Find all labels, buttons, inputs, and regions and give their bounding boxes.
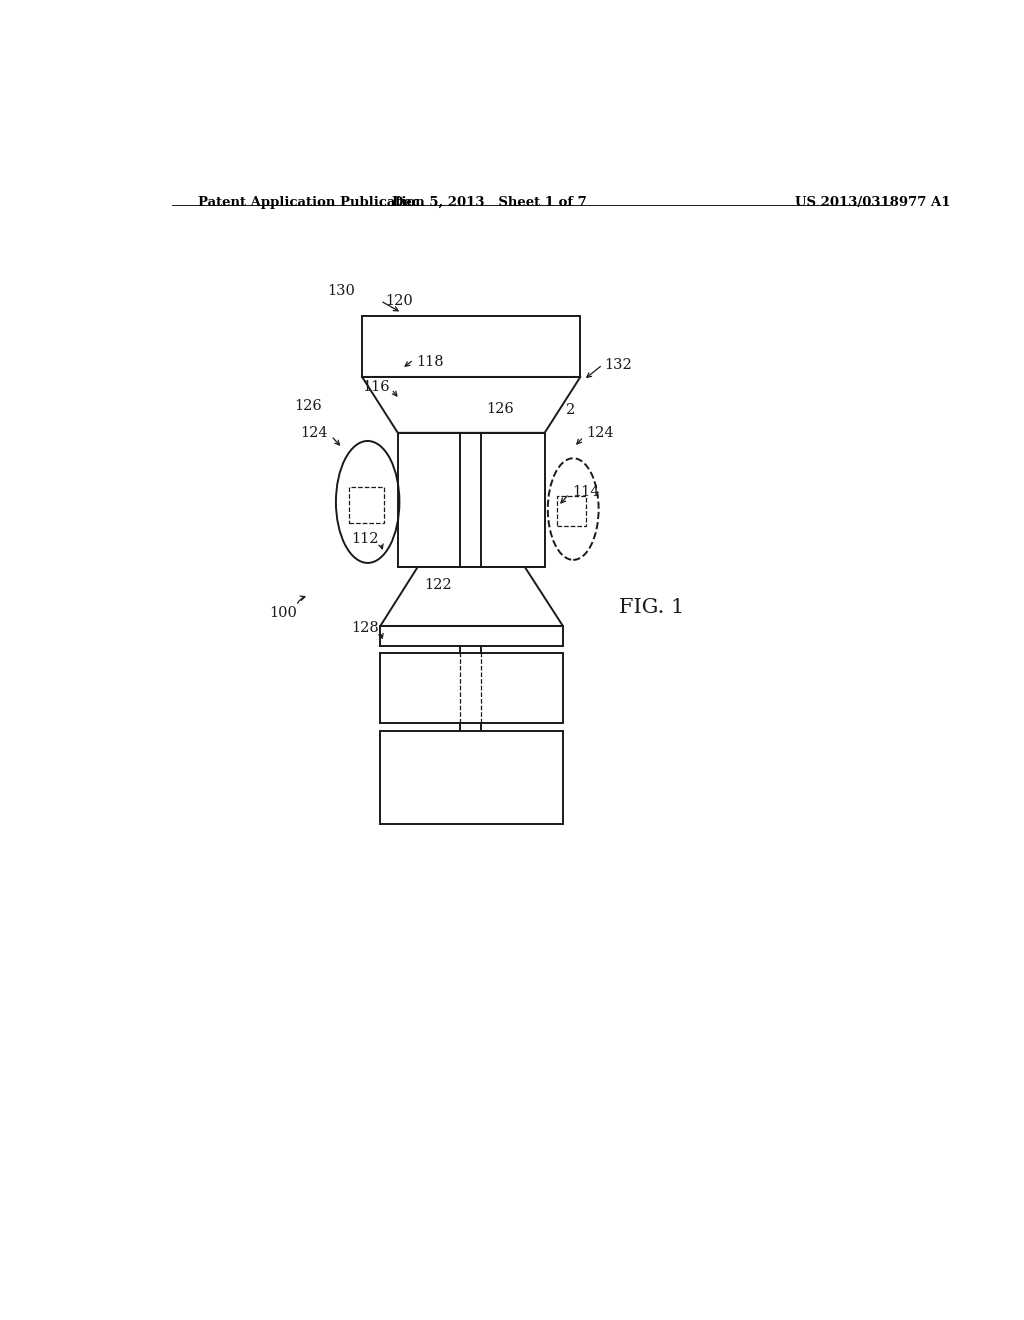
Text: 120: 120 (385, 293, 413, 308)
Text: Patent Application Publication: Patent Application Publication (198, 195, 425, 209)
Text: 124: 124 (587, 426, 614, 440)
Text: 126: 126 (486, 403, 514, 416)
Bar (557, 496, 586, 527)
Text: 124: 124 (300, 426, 328, 440)
Text: 118: 118 (416, 355, 443, 368)
Text: 130: 130 (327, 284, 355, 297)
Text: US 2013/0318977 A1: US 2013/0318977 A1 (795, 195, 950, 209)
Text: 126: 126 (294, 400, 322, 413)
Text: 132: 132 (604, 358, 632, 372)
Text: 114: 114 (572, 484, 600, 499)
Bar (380, 653, 563, 722)
Text: 128: 128 (351, 620, 379, 635)
Text: 112: 112 (351, 532, 379, 545)
Bar (348, 487, 384, 523)
Text: 100: 100 (269, 606, 297, 619)
Text: 116: 116 (362, 380, 390, 395)
Bar (380, 731, 563, 824)
Bar (362, 315, 581, 378)
Text: 122: 122 (424, 578, 452, 593)
Text: FIG. 1: FIG. 1 (620, 598, 684, 618)
Text: Dec. 5, 2013   Sheet 1 of 7: Dec. 5, 2013 Sheet 1 of 7 (392, 195, 587, 209)
Text: 2: 2 (566, 404, 575, 417)
